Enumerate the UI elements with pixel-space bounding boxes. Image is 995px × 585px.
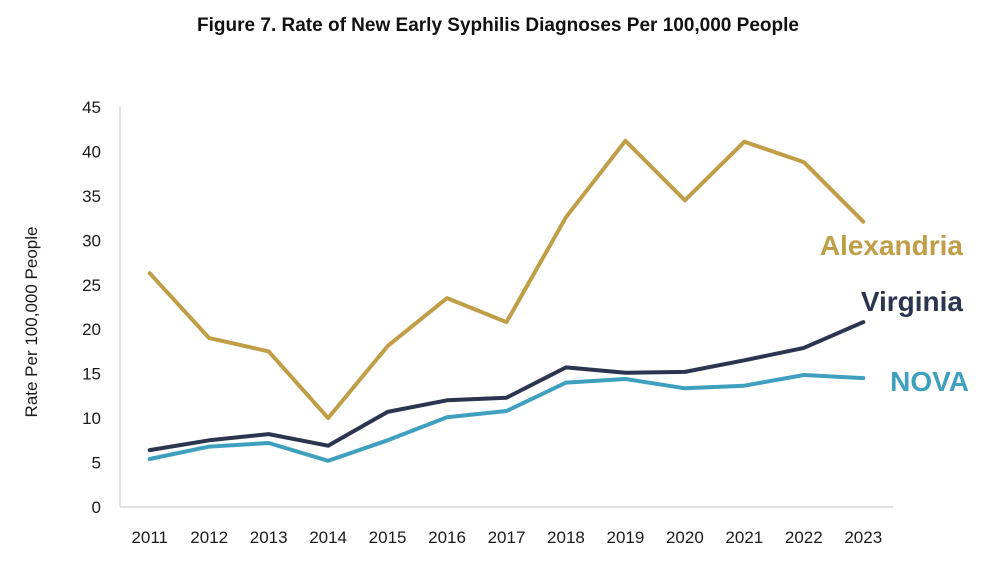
x-tick-label: 2023 [844, 528, 882, 547]
x-tick-label: 2018 [547, 528, 585, 547]
y-tick-label: 35 [82, 187, 101, 206]
series-line-alexandria [147, 138, 866, 421]
x-tick-label: 2020 [666, 528, 704, 547]
x-tick-label: 2017 [488, 528, 526, 547]
y-tick-label: 5 [92, 454, 101, 473]
y-axis-label: Rate Per 100,000 People [22, 227, 41, 418]
series-labels: Alexandria Virginia NOVA [820, 230, 969, 397]
y-tick-label: 20 [82, 320, 101, 339]
series-lines [147, 138, 866, 463]
x-tick-label: 2014 [309, 528, 347, 547]
x-tick-label: 2016 [428, 528, 466, 547]
x-tick-label: 2015 [369, 528, 407, 547]
x-tick-label: 2019 [607, 528, 645, 547]
series-label-nova: NOVA [890, 366, 969, 397]
x-tick-label: 2022 [785, 528, 823, 547]
y-tick-label: 40 [82, 142, 101, 161]
y-tick-label: 25 [82, 276, 101, 295]
series-label-alexandria: Alexandria [820, 230, 964, 261]
series-label-virginia: Virginia [861, 286, 964, 317]
y-tick-label: 10 [82, 409, 101, 428]
x-ticks: 2011 2012 2013 2014 2015 2016 2017 2018 2019 2020… [131, 528, 882, 547]
chart-title: Figure 7. Rate of New Early Syphilis Dia… [197, 15, 799, 36]
series-line-virginia [147, 320, 866, 453]
x-tick-label: 2021 [725, 528, 763, 547]
y-tick-label: 15 [82, 365, 101, 384]
y-ticks: 0 5 10 15 20 25 30 35 40 45 [82, 98, 101, 517]
y-tick-label: 45 [82, 98, 101, 117]
x-tick-label: 2013 [250, 528, 288, 547]
x-tick-label: 2012 [190, 528, 228, 547]
y-tick-label: 30 [82, 231, 101, 250]
axes [119, 107, 893, 508]
y-tick-label: 0 [92, 498, 101, 517]
series-line-nova [147, 373, 866, 463]
x-tick-label: 2011 [131, 528, 168, 547]
